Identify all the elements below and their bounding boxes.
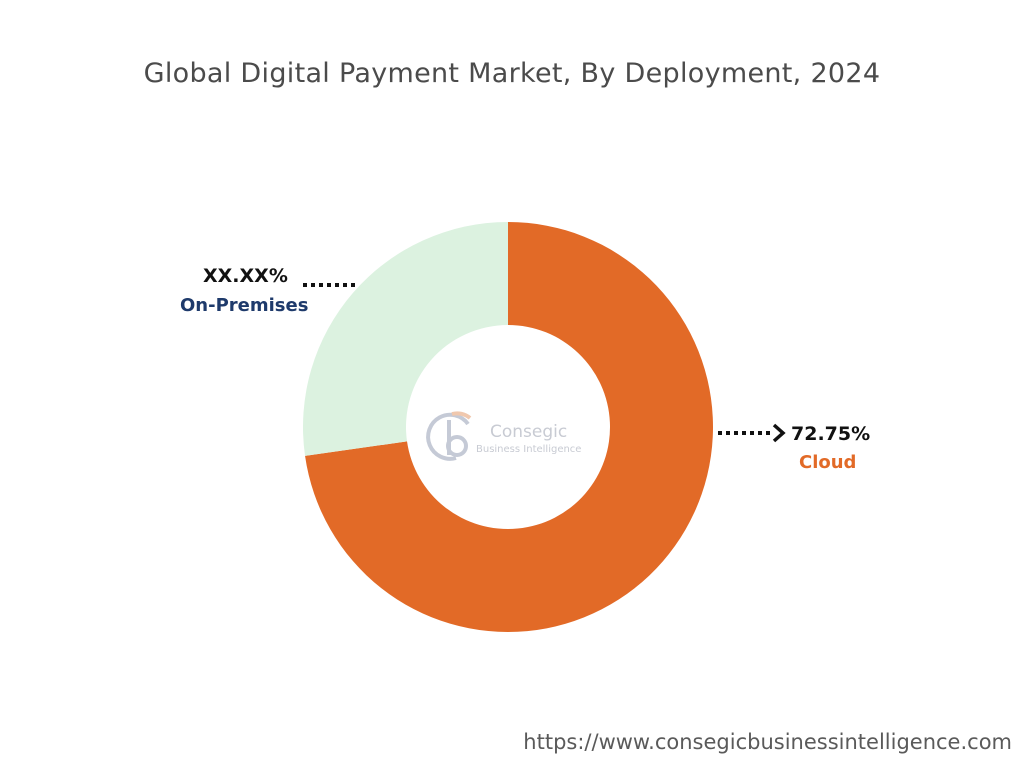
donut-slice-on-premises bbox=[303, 222, 508, 456]
watermark-logo-icon bbox=[426, 411, 472, 461]
source-url: https://www.consegicbusinessintelligence… bbox=[523, 730, 1012, 754]
cloud-category-label: Cloud bbox=[799, 452, 857, 473]
cloud-leader-arrow bbox=[772, 423, 786, 443]
watermark-line1: Consegic bbox=[490, 422, 568, 442]
chart-title: Global Digital Payment Market, By Deploy… bbox=[143, 58, 881, 89]
on-premises-category-label: On-Premises bbox=[180, 295, 309, 316]
on-premises-value-label: XX.XX% bbox=[203, 265, 288, 287]
watermark-line2: Business Intelligence bbox=[476, 444, 582, 455]
cloud-value-label: 72.75% bbox=[791, 423, 871, 445]
donut-slice-cloud bbox=[305, 222, 713, 633]
